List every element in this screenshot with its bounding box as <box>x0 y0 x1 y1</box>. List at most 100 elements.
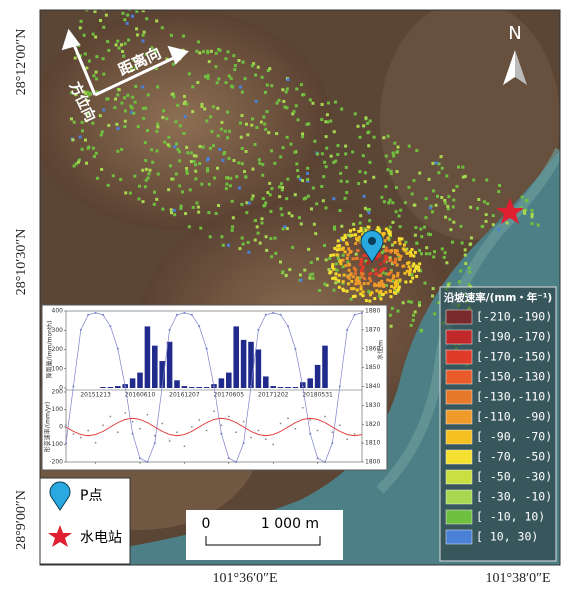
insar-point <box>342 289 345 292</box>
insar-point <box>84 52 87 55</box>
insar-point <box>156 85 159 88</box>
insar-point <box>320 185 323 188</box>
deformation-point <box>124 412 126 414</box>
deformation-point <box>154 435 156 437</box>
insar-point <box>368 291 371 294</box>
insar-point <box>444 216 447 219</box>
insar-point <box>80 20 83 23</box>
insar-point <box>309 98 312 101</box>
insar-point <box>73 121 76 124</box>
insar-point <box>245 123 248 126</box>
insar-point <box>161 208 164 211</box>
insar-point <box>432 189 435 192</box>
insar-point <box>229 177 232 180</box>
insar-point <box>74 57 77 60</box>
insar-point <box>342 254 345 257</box>
insar-point <box>356 125 359 128</box>
insar-point <box>107 184 110 187</box>
insar-point <box>260 121 263 124</box>
insar-point <box>390 271 393 274</box>
deformation-point <box>258 430 260 432</box>
insar-point <box>378 295 381 298</box>
rain-bar <box>174 380 180 388</box>
water-point <box>87 314 89 316</box>
insar-point <box>379 263 382 266</box>
insar-point <box>178 184 181 187</box>
insar-point <box>230 85 233 88</box>
insar-point <box>131 15 134 18</box>
insar-point <box>155 149 158 152</box>
rain-bar <box>263 376 269 388</box>
deformation-point <box>139 428 141 430</box>
insar-point <box>115 123 118 126</box>
y-tick-label: 200 <box>52 389 64 396</box>
insar-point <box>268 182 271 185</box>
legend-label: [ -90, -70) <box>476 430 552 444</box>
insar-point <box>235 175 238 178</box>
insar-point <box>363 277 366 280</box>
insar-point <box>399 255 402 258</box>
insar-point <box>340 108 343 111</box>
insar-point <box>464 262 467 265</box>
insar-point <box>215 52 218 55</box>
insar-point <box>396 274 399 277</box>
insar-point <box>298 216 301 219</box>
deformation-point <box>361 442 363 444</box>
rain-bar <box>196 387 202 388</box>
insar-point <box>409 254 412 257</box>
deformation-point <box>228 416 230 418</box>
x-tick-label: 20161207 <box>169 392 200 399</box>
deformation-point <box>339 424 341 426</box>
insar-point <box>202 50 205 53</box>
insar-point <box>261 76 264 79</box>
insar-point <box>330 155 333 158</box>
deformation-point <box>80 437 82 439</box>
rain-bar <box>278 387 284 388</box>
y2-tick-label: 1870 <box>365 326 380 333</box>
insar-point <box>306 167 309 170</box>
deformation-point <box>110 416 112 418</box>
insar-point <box>101 130 104 133</box>
water-point <box>302 386 304 388</box>
insar-point <box>181 190 184 193</box>
insar-point <box>265 249 268 252</box>
water-point <box>169 329 171 331</box>
insar-point <box>245 150 248 153</box>
insar-point <box>354 233 357 236</box>
insar-point <box>245 211 248 214</box>
insar-point <box>281 270 284 273</box>
insar-point <box>445 174 448 177</box>
insar-point <box>227 244 230 247</box>
insar-point <box>161 26 164 29</box>
insar-point <box>448 218 451 221</box>
insar-point <box>131 106 134 109</box>
insar-point <box>199 227 202 230</box>
insar-point <box>363 282 366 285</box>
deformation-point <box>73 433 75 435</box>
legend-swatch <box>446 530 472 544</box>
insar-point <box>389 314 392 317</box>
insar-point <box>428 178 431 181</box>
insar-point <box>84 139 87 142</box>
insar-point <box>406 262 409 265</box>
insar-point <box>191 110 194 113</box>
insar-point <box>170 211 173 214</box>
insar-point <box>373 136 376 139</box>
insar-point <box>263 123 266 126</box>
water-point <box>206 348 208 350</box>
insar-point <box>243 170 246 173</box>
insar-point <box>282 146 285 149</box>
insar-point <box>197 211 200 214</box>
insar-point <box>433 250 436 253</box>
insar-point <box>286 178 289 181</box>
insar-point <box>308 277 311 280</box>
insar-point <box>254 219 257 222</box>
insar-point <box>124 191 127 194</box>
insar-point <box>350 234 353 237</box>
lat-label: 28°9′00″N <box>14 490 29 550</box>
insar-point <box>237 161 240 164</box>
insar-point <box>224 57 227 60</box>
rain-bar <box>285 387 291 388</box>
insar-point <box>116 150 119 153</box>
y-tick-label: -200 <box>49 459 63 466</box>
